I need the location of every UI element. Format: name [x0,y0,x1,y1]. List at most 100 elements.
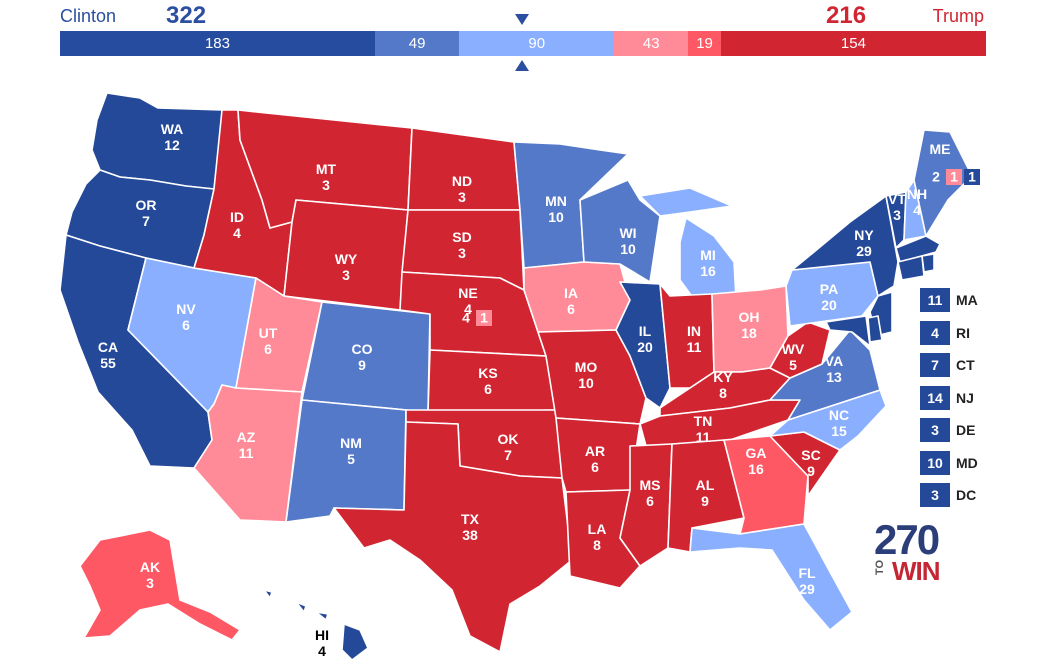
state-label-va: VA 13 [825,353,843,385]
state-label-nc: NC 15 [829,407,849,439]
state-label-mo: MO 10 [575,359,598,391]
state-label-vt: VT 3 [888,191,906,223]
small-state-ev-box: 3 [920,483,950,507]
state-label-oh: OH 18 [739,309,760,341]
state-label-ga: GA 16 [746,445,767,477]
bar-segment-2: 90 [459,31,615,56]
small-state-ev-box: 3 [920,418,950,442]
state-de[interactable] [867,315,883,343]
small-state-md[interactable]: 10 MD [920,450,1000,475]
state-label-co: CO 9 [352,341,373,373]
small-state-de[interactable]: 3 DE [920,418,1000,442]
bar-segment-4: 19 [688,31,721,56]
state-label-ca: CA 55 [98,339,118,371]
small-state-abbr: MA [956,292,978,308]
small-state-ri[interactable]: 4 RI [920,320,1000,345]
state-label-ne: NE 4 [458,285,477,317]
bar-segment-5: 154 [720,31,986,56]
bar-segment-1: 49 [374,31,460,56]
state-label-or: OR 7 [136,197,157,229]
state-label-mt: MT 3 [316,161,337,193]
state-label-ok: OK 7 [498,431,519,463]
state-label-nh: NH 4 [907,186,927,218]
ne-district-box-label-1: 1 [480,310,488,326]
state-tx[interactable] [333,421,573,653]
small-state-abbr: CT [956,357,975,373]
small-state-abbr: RI [956,324,970,341]
state-label-id: ID 4 [230,209,244,241]
small-state-nj[interactable]: 14 NJ [920,385,1000,410]
ne-district-box-1[interactable] [476,310,492,326]
state-label-in: IN 11 [687,323,702,355]
trump-label: Trump [932,6,984,26]
state-label-sd: SD 3 [452,229,471,261]
state-label-wv: WV 5 [782,341,805,373]
small-state-abbr: DE [956,422,976,438]
bar-segment-0: 183 [60,31,375,56]
state-nm[interactable] [285,399,407,523]
state-hi[interactable] [263,589,369,661]
state-wy[interactable] [283,199,409,311]
logo-word: WIN [892,556,941,586]
trump-total: 216 [826,2,867,29]
state-label-il: IL 20 [637,323,653,355]
small-state-ev-box: 10 [920,450,950,475]
clinton-total: 322 [166,2,207,29]
state-md[interactable] [825,315,871,347]
me-district-box-label-0: 2 [932,169,940,185]
small-state-ma[interactable]: 11 MA [920,288,1000,312]
270towin-logo: 270 TO WIN [874,516,954,586]
state-va[interactable] [769,329,881,421]
state-label-ut: UT 6 [259,325,278,357]
state-label-sc: SC 9 [801,447,820,479]
state-label-me: ME [930,141,951,157]
midpoint-arrow-down-icon [515,14,529,25]
small-state-abbr: DC [956,487,977,503]
state-label-wy: WY 3 [335,251,358,283]
small-state-abbr: MD [956,454,978,471]
state-label-ak: AK 3 [140,559,160,591]
state-ks[interactable] [427,349,557,413]
state-label-mn: MN 10 [545,193,567,225]
small-state-ev-box: 4 [920,320,950,345]
me-district-box-1[interactable] [946,169,962,185]
small-state-abbr: NJ [956,389,974,406]
state-label-mi: MI 16 [700,247,716,279]
clinton-label: Clinton [60,6,117,26]
state-wi[interactable] [579,179,661,283]
state-label-az: AZ 11 [237,429,256,461]
me-district-box-2[interactable] [964,169,980,185]
state-label-ky: KY 8 [713,369,733,401]
me-district-box-label-2: 1 [968,169,976,185]
small-state-ev-box: 7 [920,353,950,377]
state-ri[interactable] [921,253,935,273]
state-label-ia: IA 6 [564,285,578,317]
state-ma[interactable] [895,235,941,263]
state-label-la: LA 8 [588,521,607,553]
ne-district-box-label-0: 4 [462,310,470,326]
logo-prefix: TO [874,560,886,576]
state-label-hi: HI 4 [315,627,329,659]
state-label-nv: NV 6 [176,301,196,333]
small-state-ev-box: 14 [920,385,950,410]
state-label-tx: TX 38 [461,511,480,543]
state-label-ar: AR 6 [585,443,605,475]
state-label-wa: WA 12 [161,121,184,153]
state-co[interactable] [301,301,431,413]
state-fl[interactable] [689,523,853,631]
small-state-dc[interactable]: 3 DC [920,483,1000,507]
state-label-fl: FL 29 [798,565,816,597]
state-label-tn: TN 11 [694,413,713,445]
state-nc[interactable] [769,389,887,451]
state-ak[interactable] [79,529,241,641]
electoral-vote-bar: 183 49 90 43 19 154 [60,31,986,56]
small-state-ev-box: 11 [920,288,950,312]
state-label-ks: KS 6 [478,365,497,397]
state-ct[interactable] [897,255,925,281]
me-district-box-label-1: 1 [950,169,958,185]
state-label-ms: MS 6 [640,477,661,509]
state-label-pa: PA 20 [820,281,838,313]
state-label-ny: NY 29 [854,227,874,259]
small-state-ct[interactable]: 7 CT [920,353,1000,377]
